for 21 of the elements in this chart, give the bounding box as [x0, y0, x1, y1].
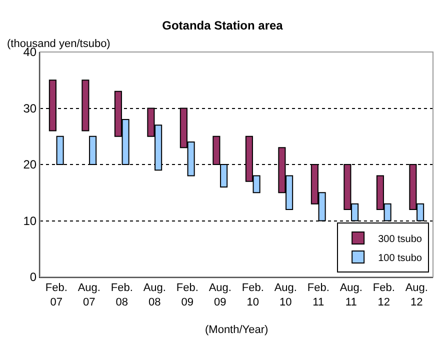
x-tick-label: Feb. 08	[110, 282, 133, 308]
x-tick-label: Aug. 11	[340, 282, 362, 308]
x-tick-label: Aug. 10	[274, 282, 297, 308]
chart-title: Gotanda Station area	[162, 18, 284, 32]
y-axis-title: (thousand yen/tsubo)	[7, 38, 110, 50]
y-tick-label: 0	[30, 270, 37, 284]
x-tick-label: Aug. 08	[143, 282, 166, 308]
x-tick-label: Feb. 10	[242, 282, 264, 308]
legend-label: 100 tsubo	[378, 252, 422, 264]
x-axis-title: (Month/Year)	[205, 324, 268, 336]
legend-label: 300 tsubo	[378, 234, 422, 245]
x-tick-label: Feb. 09	[176, 282, 198, 308]
y-tick-label: 20	[23, 158, 37, 172]
x-tick-label: Feb. 07	[45, 282, 68, 308]
y-tick-label: 10	[23, 214, 37, 228]
x-tick-label: Aug. 12	[405, 282, 428, 308]
x-tick-label: Feb. 11	[307, 282, 330, 308]
x-tick-label: Feb. 12	[372, 282, 395, 308]
x-tick-label: Aug. 07	[78, 282, 100, 308]
y-tick-label: 30	[23, 101, 37, 116]
x-tick-label: Aug. 09	[208, 282, 232, 308]
